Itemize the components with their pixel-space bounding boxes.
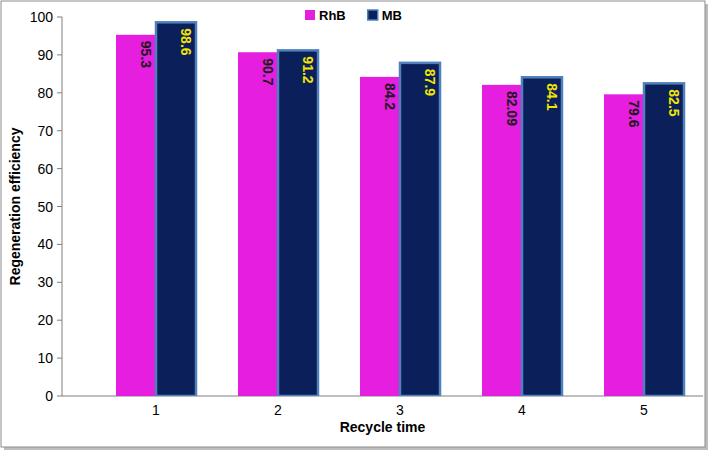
bar — [238, 52, 278, 396]
data-labels: 95.3 90.7 84.2 82.09 79.6 98.6 91.2 87.9 84.1 82.… — [138, 28, 682, 127]
x-tick-label: 4 — [518, 402, 526, 418]
y-tick-label: 70 — [37, 123, 53, 139]
y-tick — [57, 244, 62, 245]
x-tick-label: 1 — [152, 402, 160, 418]
y-tick — [57, 168, 62, 169]
legend-swatch — [368, 10, 378, 20]
data-label: 98.6 — [178, 28, 194, 55]
x-axis-label: Recycle time — [340, 419, 426, 435]
chart: 0 10 20 30 40 50 60 70 80 90 100 1 2 3 4 5 Recycle time R… — [0, 0, 710, 452]
x-tick-label: 5 — [640, 402, 648, 418]
y-tick-label: 90 — [37, 47, 53, 63]
bar — [278, 50, 318, 396]
data-label: 79.6 — [626, 100, 642, 127]
legend-label: MB — [382, 8, 402, 23]
legend-label: RhB — [319, 8, 346, 23]
x-tick-label: 3 — [396, 402, 404, 418]
y-tick — [57, 17, 62, 18]
bar — [522, 77, 562, 396]
y-tick-label: 60 — [37, 161, 53, 177]
bar — [360, 77, 400, 396]
y-tick — [57, 396, 62, 397]
bar — [644, 83, 684, 396]
y-axis-label: Regeneration efficiency — [7, 127, 23, 285]
y-tick-label: 20 — [37, 312, 53, 328]
bars — [116, 22, 684, 396]
bar — [482, 85, 522, 396]
y-tick-label: 30 — [37, 274, 53, 290]
data-label: 91.2 — [300, 56, 316, 83]
y-tick — [57, 206, 62, 207]
y-tick-label: 10 — [37, 350, 53, 366]
y-tick-label: 100 — [30, 9, 54, 25]
y-tick-label: 0 — [45, 388, 53, 404]
chart-wrap: 0 10 20 30 40 50 60 70 80 90 100 1 2 3 4 5 Recycle time R… — [0, 0, 710, 452]
bar — [116, 35, 156, 396]
data-label: 84.2 — [382, 83, 398, 110]
data-label: 84.1 — [544, 83, 560, 110]
data-label: 82.09 — [504, 91, 520, 126]
data-label: 95.3 — [138, 41, 154, 68]
y-tick-label: 80 — [37, 85, 53, 101]
frame — [1, 1, 705, 447]
legend-swatch — [305, 10, 315, 20]
y-tick — [57, 92, 62, 93]
bar — [156, 22, 196, 396]
y-tick — [57, 358, 62, 359]
bar — [604, 94, 644, 396]
y-tick — [57, 320, 62, 321]
data-label: 90.7 — [260, 58, 276, 85]
data-label: 82.5 — [666, 89, 682, 116]
y-tick — [57, 54, 62, 55]
y-tick — [57, 282, 62, 283]
y-tick-label: 40 — [37, 236, 53, 252]
bar — [400, 63, 440, 396]
data-label: 87.9 — [422, 69, 438, 96]
y-tick-label: 50 — [37, 199, 53, 215]
y-tick — [57, 130, 62, 131]
x-tick-label: 2 — [274, 402, 282, 418]
legend: RhB MB — [305, 8, 402, 23]
